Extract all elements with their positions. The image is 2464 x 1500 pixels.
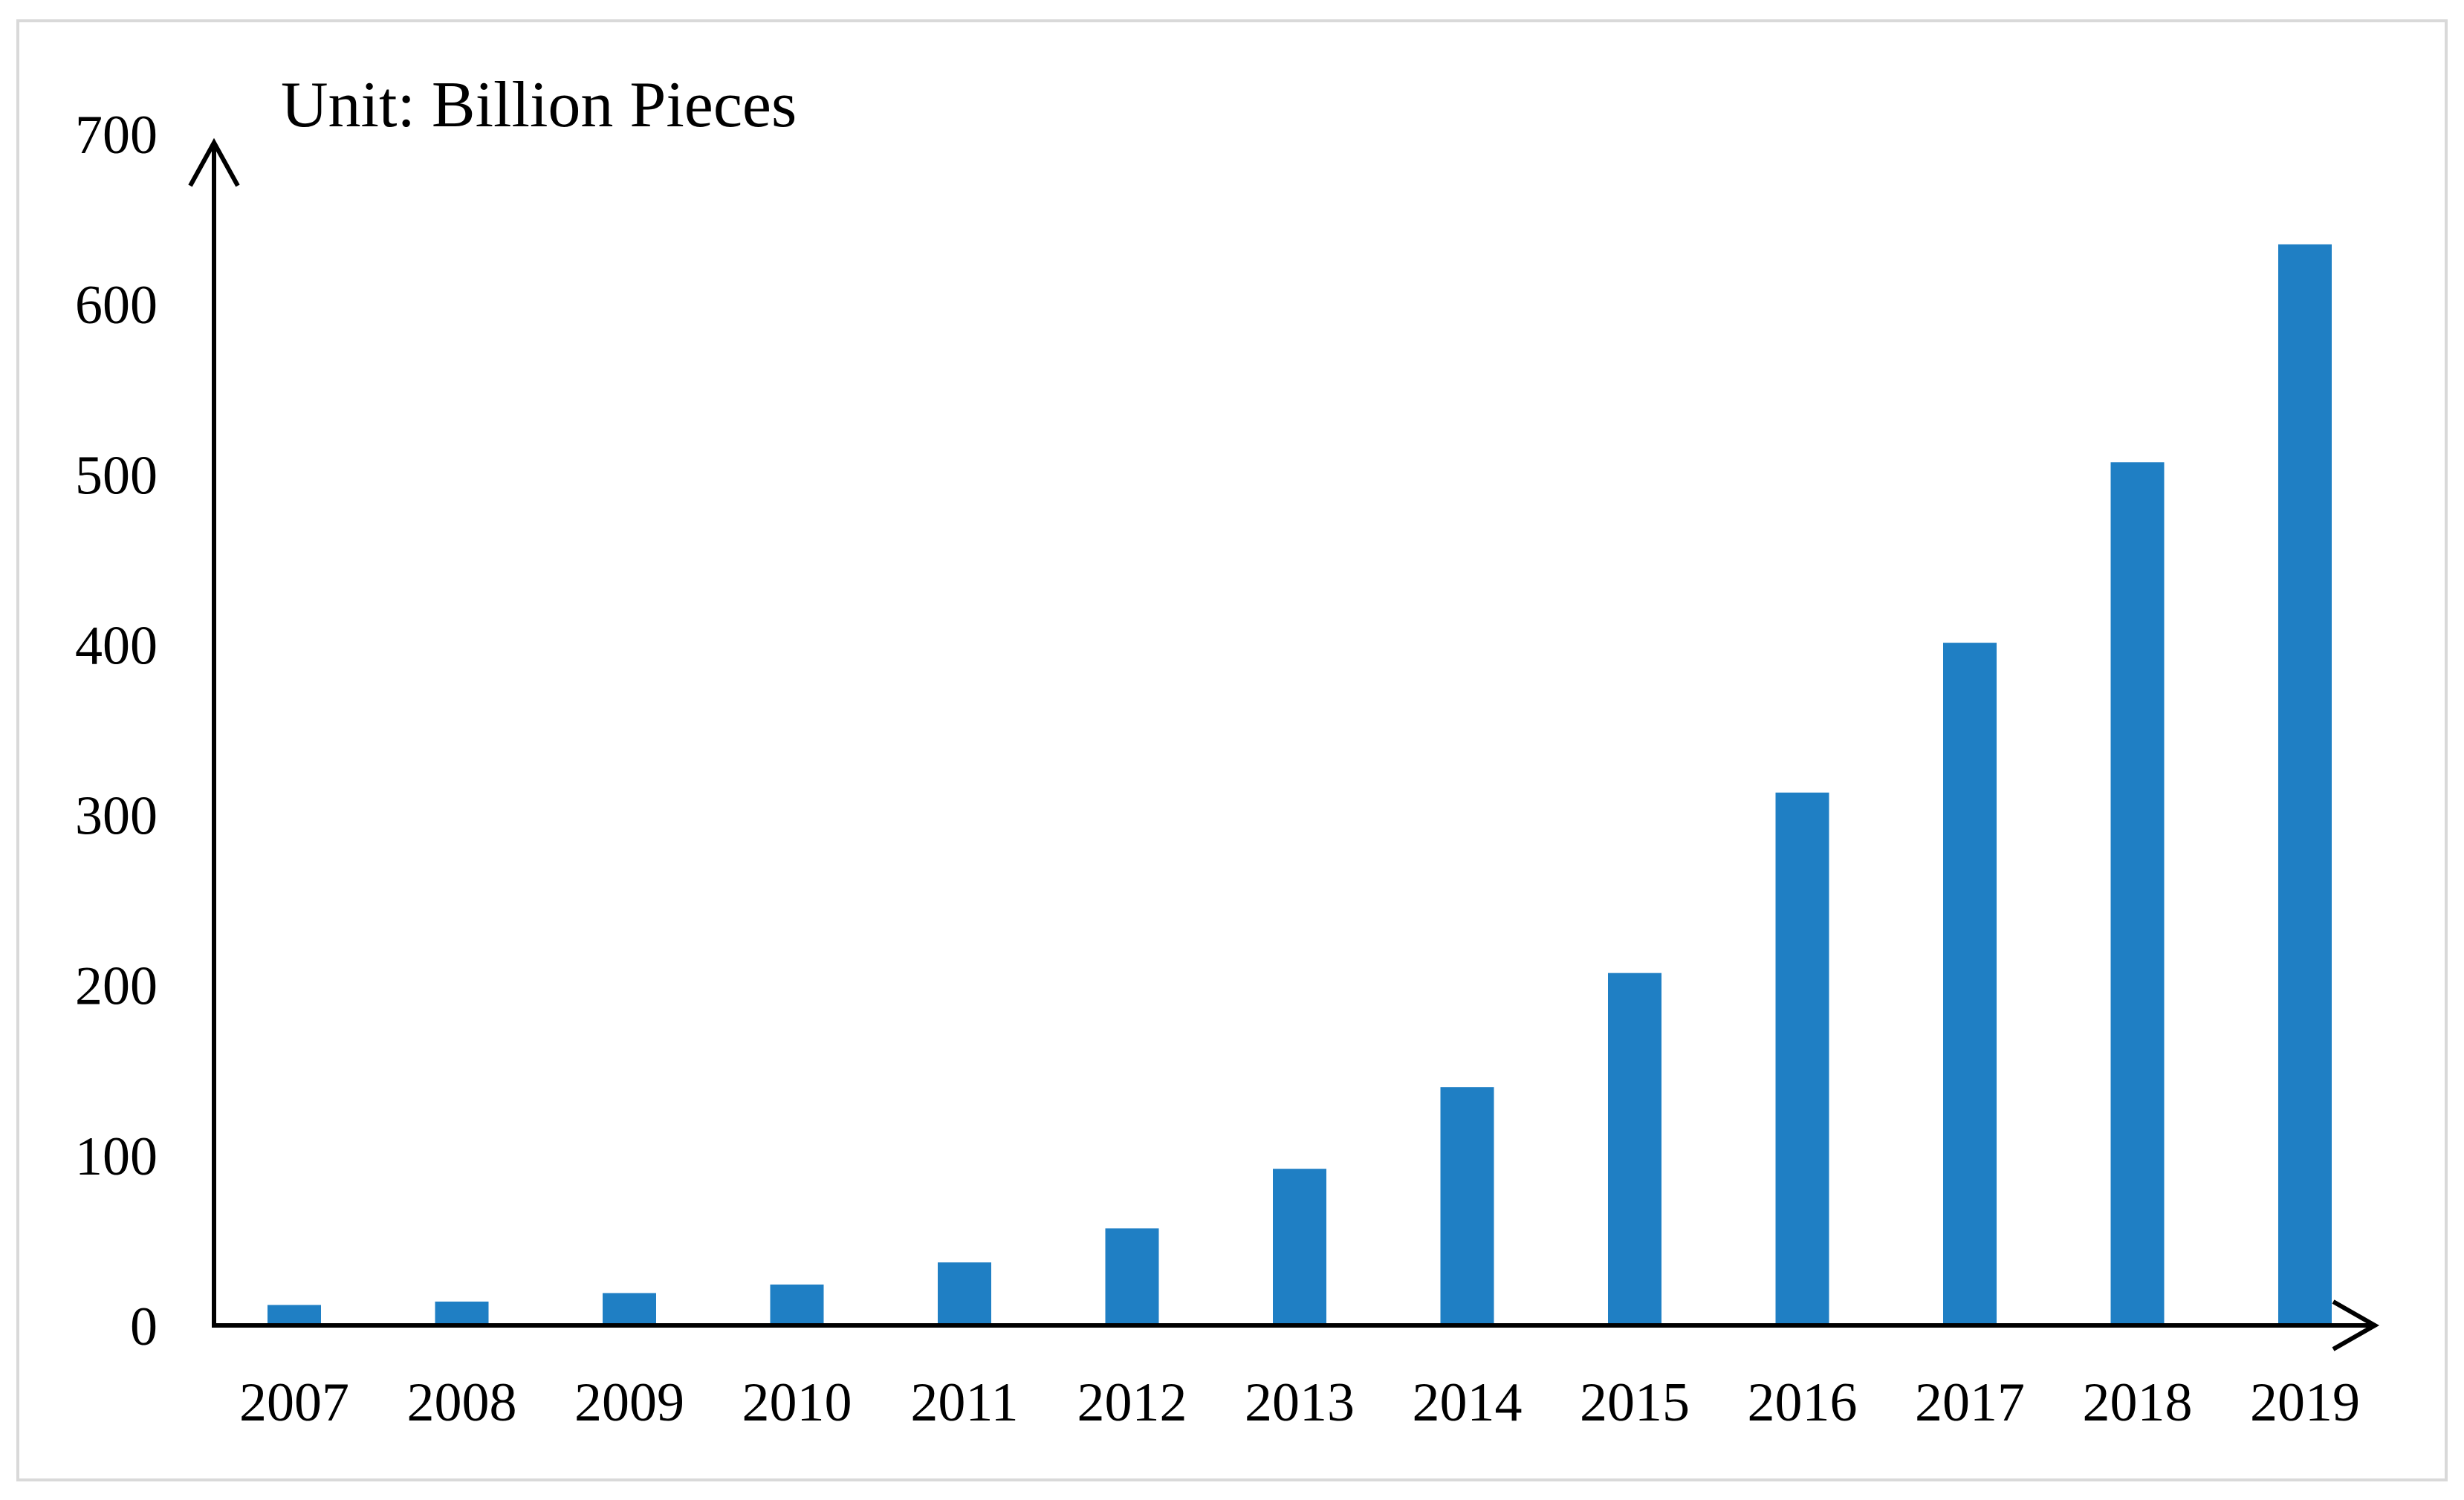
y-tick-label: 100 — [75, 1126, 158, 1187]
x-tick-label: 2011 — [910, 1372, 1018, 1433]
bar-2015 — [1608, 973, 1661, 1325]
bar-2019 — [2278, 244, 2332, 1325]
bar-2013 — [1273, 1169, 1326, 1325]
bar-2012 — [1105, 1228, 1159, 1325]
x-tick-label: 2015 — [1580, 1372, 1690, 1433]
y-tick-label: 0 — [130, 1296, 158, 1357]
y-tick-label: 300 — [75, 786, 158, 847]
bar-2014 — [1440, 1087, 1494, 1325]
bar-2007 — [268, 1305, 321, 1325]
y-axis-arrow-icon — [188, 137, 240, 187]
x-tick-label: 2010 — [742, 1372, 852, 1433]
unit-label: Unit: Billion Pieces — [281, 69, 797, 141]
x-tick-label: 2007 — [239, 1372, 349, 1433]
x-tick-label: 2009 — [574, 1372, 684, 1433]
x-tick-label: 2012 — [1077, 1372, 1187, 1433]
chart-frame — [16, 19, 2448, 1481]
bar-2018 — [2110, 462, 2165, 1325]
x-tick-label: 2019 — [2250, 1372, 2360, 1433]
x-axis-arrow-icon — [2332, 1299, 2380, 1351]
y-axis-ticks: 0 100 200 300 400 500 600 700 — [75, 105, 158, 1357]
y-tick-label: 200 — [75, 956, 158, 1017]
x-tick-label: 2008 — [407, 1372, 517, 1433]
x-tick-label: 2017 — [1915, 1372, 2025, 1433]
y-tick-label: 700 — [75, 105, 158, 166]
bars — [268, 244, 2332, 1325]
y-tick-label: 600 — [75, 275, 158, 336]
x-tick-label: 2013 — [1245, 1372, 1355, 1433]
y-tick-label: 400 — [75, 615, 158, 676]
bar-2011 — [938, 1262, 991, 1325]
bar-2009 — [603, 1293, 656, 1325]
x-tick-label: 2016 — [1748, 1372, 1858, 1433]
bar-2017 — [1943, 643, 1997, 1325]
bar-2010 — [770, 1285, 824, 1325]
x-axis-labels: 2007 2008 2009 2010 2011 2012 2013 2014 2015 2016… — [239, 1372, 2360, 1433]
bar-2008 — [435, 1301, 489, 1325]
y-tick-label: 500 — [75, 445, 158, 506]
bar-2016 — [1775, 792, 1829, 1325]
x-tick-label: 2018 — [2083, 1372, 2193, 1433]
x-tick-label: 2014 — [1413, 1372, 1523, 1433]
